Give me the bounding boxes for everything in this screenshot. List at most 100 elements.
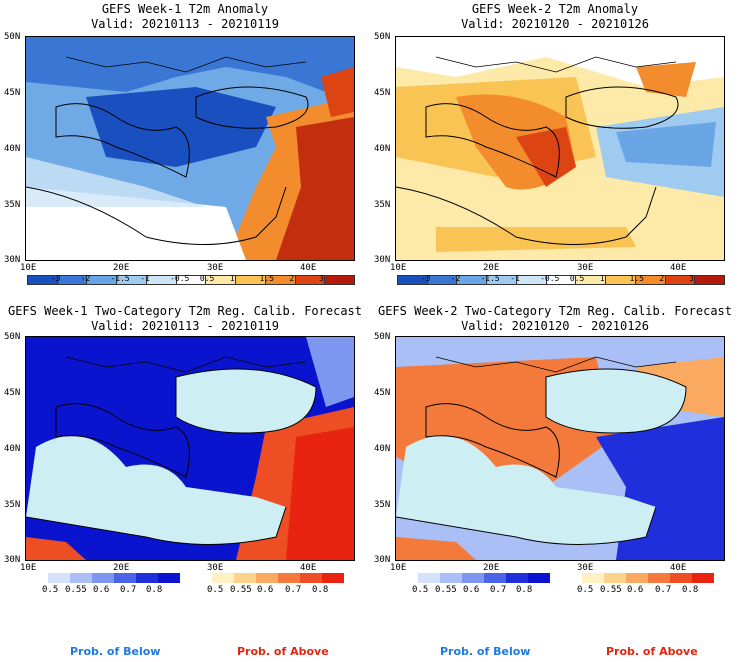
colorbar-swatch [295,276,326,284]
panel-title: GEFS Week-1 T2m Anomaly [101,2,269,16]
colorbar-swatch [234,573,256,583]
colorbar-swatch [92,573,114,583]
colorbar-tick: -1 [140,274,150,283]
colorbar-swatch [398,276,428,284]
colorbar-swatch [635,276,666,284]
colorbar-swatch [692,573,714,583]
colorbar-swatch [418,573,440,583]
colorbar-tick: -2 [450,274,461,283]
colorbar-swatch [322,573,344,583]
lat-label-35: 35N [374,200,391,210]
panel-week2-anomaly: GEFS Week-2 T2m Anomaly Valid: 20210120 … [370,0,740,290]
colorbar-swatch [146,276,177,284]
colorbar-tick: 1.5 [259,274,274,283]
lat-label-35: 35N [374,500,391,510]
below-tick: 0.7 [120,585,137,595]
colorbar-tick: 2 [289,274,295,283]
colorbar-swatch [427,276,458,284]
colorbar-tick: -1 [510,274,520,283]
anomaly-map-week1 [25,36,355,261]
panel-valid-dates: Valid: 20210113 - 20210119 [91,17,279,31]
lat-label-35: 35N [4,500,21,510]
lat-label-45: 45N [374,388,391,398]
above-tick: 0.6 [627,585,644,595]
below-tick: 0.6 [93,585,110,595]
lat-label-45: 45N [374,88,391,98]
above-tick: 0.6 [257,585,274,595]
below-tick: 0.5 [412,585,429,595]
colorbar-swatch [487,276,517,284]
colorbar-swatch [665,276,696,284]
above-tick: 0.7 [655,585,672,595]
colorbar-swatch [87,276,118,284]
above-colorbar [212,573,344,583]
lat-label-40: 40N [4,144,21,154]
prob-map-week1 [25,336,355,561]
colorbar-swatch [648,573,670,583]
panel-valid-dates: Valid: 20210120 - 20210126 [461,319,649,333]
above-tick: 0.5 [207,585,224,595]
below-tick: 0.55 [435,585,457,595]
anomaly-map-week2 [395,36,725,261]
colorbar-swatch [300,573,322,583]
above-colorbar [582,573,714,583]
colorbar-swatch [484,573,506,583]
panel-valid-dates: Valid: 20210113 - 20210119 [91,319,279,333]
colorbar-tick: 1.5 [629,274,644,283]
colorbar-swatch [265,276,296,284]
colorbar-tick: 1 [599,274,605,283]
lon-label-20: 20E [483,263,500,273]
lon-label-30: 30E [207,563,224,573]
anomaly-colorbar [27,275,355,285]
colorbar-swatch [206,276,237,284]
anomaly-colorbar [397,275,725,285]
colorbar-swatch [606,276,636,284]
colorbar-swatch [546,276,577,284]
colorbar-tick: -2 [80,274,91,283]
lon-label-30: 30E [577,563,594,573]
legend-prob-below: Prob. of Below [70,645,161,658]
colorbar-swatch [670,573,692,583]
above-tick: 0.8 [312,585,329,595]
colorbar-tick: 0.5 [199,274,215,283]
colorbar-swatch [136,573,158,583]
colorbar-swatch [695,276,725,284]
lat-label-30: 30N [4,255,21,265]
colorbar-tick: 3 [319,274,324,283]
panel-week2-prob: GEFS Week-2 Two-Category T2m Reg. Calib.… [370,300,740,600]
lat-label-30: 30N [374,555,391,565]
legend-prob-above: Prob. of Above [606,645,698,658]
colorbar-swatch [114,573,136,583]
lon-label-10: 10E [20,263,37,273]
colorbar-tick: -1.5 [110,274,130,283]
colorbar-swatch [516,276,547,284]
lon-label-10: 10E [390,263,407,273]
colorbar-swatch [325,276,355,284]
lon-label-10: 10E [390,563,407,573]
colorbar-tick: 0.5 [569,274,585,283]
below-tick: 0.8 [516,585,533,595]
panel-title: GEFS Week-2 Two-Category T2m Reg. Calib.… [377,304,732,318]
lon-label-20: 20E [113,263,130,273]
lon-label-10: 10E [20,563,37,573]
below-tick: 0.5 [42,585,59,595]
lat-label-40: 40N [374,444,391,454]
below-tick: 0.6 [463,585,480,595]
lon-label-20: 20E [113,563,130,573]
colorbar-swatch [57,276,88,284]
lat-label-30: 30N [4,555,21,565]
lat-label-40: 40N [4,444,21,454]
lat-label-50: 50N [4,332,21,342]
above-tick: 0.7 [285,585,302,595]
panel-week1-anomaly: GEFS Week-1 T2m Anomaly Valid: 20210113 … [0,0,370,290]
colorbar-swatch [440,573,462,583]
colorbar-swatch [70,573,92,583]
colorbar-swatch [28,276,58,284]
below-tick: 0.8 [146,585,163,595]
panel-valid-dates: Valid: 20210120 - 20210126 [461,17,649,31]
lat-label-30: 30N [374,255,391,265]
lat-label-40: 40N [374,144,391,154]
lon-label-40: 40E [670,563,687,573]
colorbar-tick: 2 [659,274,665,283]
lat-label-45: 45N [4,88,21,98]
